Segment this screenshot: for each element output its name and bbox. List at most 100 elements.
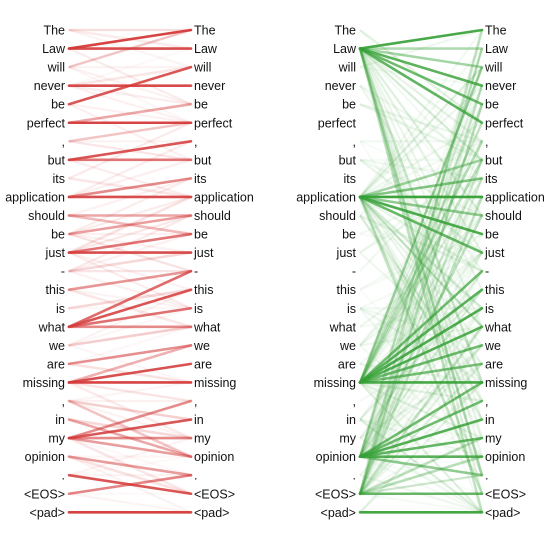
- green-source-token: ,: [353, 395, 356, 409]
- faint-edge: [359, 214, 483, 347]
- faint-edge: [68, 140, 192, 198]
- faint-edge: [359, 474, 483, 495]
- attention-edge: [67, 177, 193, 199]
- faint-edge: [359, 158, 483, 254]
- green-source-token: will: [338, 61, 356, 75]
- faint-edge: [359, 251, 483, 365]
- attention-edge: [358, 325, 484, 384]
- attention-edge: [358, 140, 484, 384]
- faint-edge: [359, 474, 483, 495]
- green-target-token: perfect: [485, 116, 524, 130]
- green-target-token: missing: [485, 376, 527, 390]
- green-target-token: should: [485, 209, 522, 223]
- faint-edge: [358, 140, 484, 495]
- green-source-token: but: [339, 153, 357, 167]
- faint-edge: [359, 158, 483, 199]
- red-source-token: in: [55, 413, 65, 427]
- green-source-token: be: [342, 228, 356, 242]
- attention-edge: [67, 288, 193, 310]
- faint-edge: [68, 251, 192, 291]
- faint-edge: [358, 48, 484, 457]
- green-target-token: ,: [485, 135, 488, 149]
- attention-edge: [358, 362, 484, 384]
- green-source-token: never: [325, 79, 356, 93]
- faint-edge: [359, 195, 483, 217]
- faint-edge: [68, 214, 192, 254]
- green-source-token: ,: [353, 135, 356, 149]
- green-target-token: its: [485, 172, 498, 186]
- attention-edge: [67, 288, 193, 329]
- faint-edge: [359, 214, 483, 384]
- faint-edge: [358, 48, 484, 495]
- faint-edge: [358, 177, 484, 458]
- red-source-token: just: [45, 246, 66, 260]
- attention-edge: [358, 47, 484, 87]
- attention-edge: [358, 306, 484, 384]
- faint-edge: [68, 214, 192, 236]
- faint-edge: [359, 492, 483, 514]
- faint-edge: [358, 85, 484, 457]
- red-source-token: are: [47, 357, 65, 371]
- attention-edge: [358, 102, 484, 496]
- faint-edge: [359, 29, 483, 198]
- green-target-token: .: [485, 469, 488, 483]
- faint-edge: [358, 103, 484, 383]
- green-source-token: perfect: [318, 116, 357, 130]
- attention-edge: [358, 195, 484, 254]
- attention-edge: [67, 436, 193, 458]
- faint-edge: [359, 66, 483, 198]
- faint-edge: [359, 251, 483, 384]
- green-source-token: missing: [314, 376, 356, 390]
- green-target-token: opinion: [485, 450, 525, 464]
- faint-edge: [68, 195, 192, 236]
- faint-edge: [358, 48, 484, 476]
- green-source-token: we: [339, 339, 356, 353]
- faint-edge: [359, 47, 483, 143]
- green-target-token: my: [485, 432, 502, 446]
- red-target-token: Law: [194, 42, 218, 56]
- faint-edge: [359, 381, 483, 403]
- faint-edge: [358, 48, 484, 439]
- attention-edge: [358, 195, 484, 236]
- faint-edge: [68, 66, 192, 124]
- green-source-token: are: [338, 357, 356, 371]
- attention-edge: [358, 195, 484, 496]
- faint-edge: [359, 381, 483, 403]
- green-source-token: just: [336, 246, 357, 260]
- attention-edge: [67, 269, 193, 329]
- faint-edge: [359, 381, 483, 440]
- faint-edge: [68, 381, 192, 403]
- attention-edge: [358, 177, 484, 199]
- green-target-token: The: [485, 24, 507, 38]
- attention-edge: [358, 47, 484, 514]
- faint-edge: [68, 381, 192, 403]
- red-source-token: application: [5, 190, 65, 204]
- red-source-token: be: [51, 228, 65, 242]
- attention-edge: [67, 232, 193, 254]
- faint-edge: [358, 177, 484, 458]
- faint-edge: [359, 122, 483, 383]
- faint-edge: [359, 47, 483, 161]
- attention-edge: [358, 28, 484, 496]
- faint-edge: [68, 103, 192, 124]
- green-target-token: this: [485, 283, 504, 297]
- green-source-token: should: [319, 209, 356, 223]
- faint-edge: [359, 66, 483, 198]
- faint-edge: [68, 121, 192, 143]
- green-source-token: is: [347, 302, 356, 316]
- attention-edge: [67, 214, 193, 236]
- faint-edge: [359, 455, 483, 514]
- green-source-token: -: [352, 265, 356, 279]
- attention-edge: [67, 455, 193, 477]
- faint-edge: [359, 326, 483, 495]
- faint-edge: [359, 177, 483, 384]
- faint-edge: [359, 196, 483, 273]
- faint-edge: [359, 158, 483, 180]
- faint-edge: [68, 158, 192, 199]
- red-source-token: its: [53, 172, 66, 186]
- red-target-token: .: [194, 469, 197, 483]
- attention-edge: [67, 306, 193, 329]
- faint-edge: [359, 47, 483, 217]
- faint-edge: [358, 48, 484, 513]
